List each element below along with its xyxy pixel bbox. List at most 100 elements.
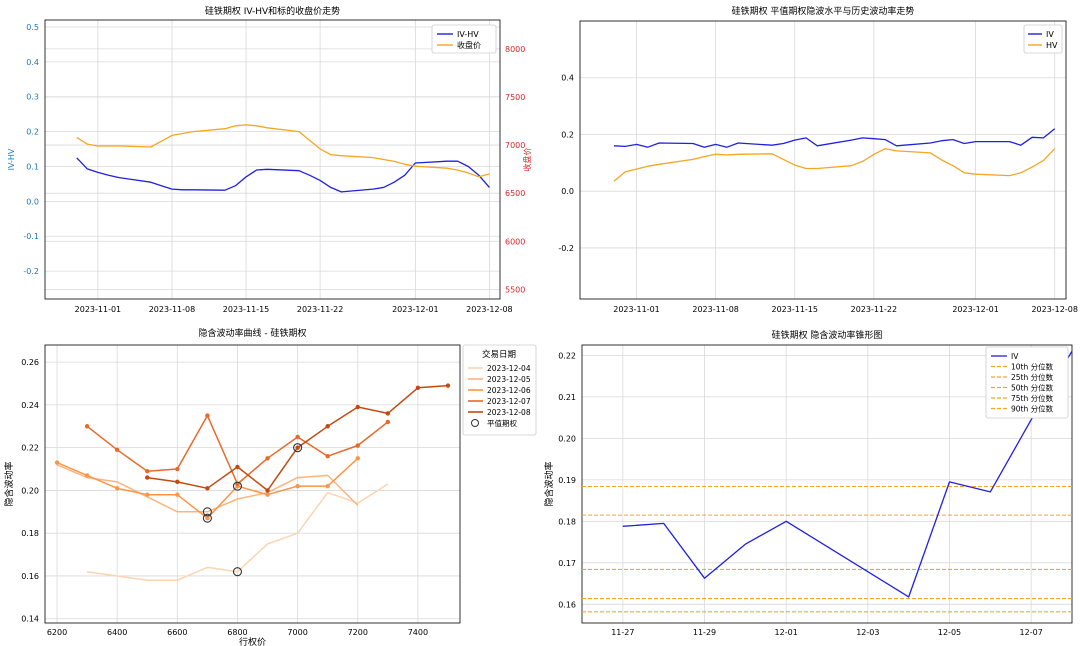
legend-label: 2023-12-05: [487, 375, 531, 384]
series-line: [622, 350, 1073, 598]
data-point: [445, 383, 451, 388]
legend-label: IV: [1046, 30, 1054, 39]
atm-marker: [202, 513, 212, 523]
x-tick-label: 6600: [167, 628, 187, 637]
chart-iv-cone: 0.16 0.17 0.18 0.19 0.20 0.21 0.22 11-27 11-29 12…: [543, 329, 1073, 637]
data-point: [265, 492, 270, 497]
y-tick-label: 0.18: [21, 529, 39, 538]
x-tick-label: 12-01: [775, 628, 798, 637]
x-tick-label: 2023-12-01: [392, 305, 439, 314]
data-point: [325, 483, 330, 489]
atm-marker: [232, 481, 243, 491]
data-point: [205, 486, 210, 491]
y-tick-label: -0.2: [23, 267, 39, 276]
series-line: [76, 124, 490, 178]
legend-label: 2023-12-07: [487, 397, 531, 406]
chart-title: 硅铁期权 平值期权隐波水平与历史波动率走势: [732, 5, 915, 17]
data-point: [325, 424, 330, 429]
x-tick-label: 12-07: [1020, 628, 1043, 637]
legend-label: 收盘价: [457, 40, 481, 50]
y-axis-label: 隐含波动率: [3, 461, 15, 506]
y-tick-label: 0.17: [558, 559, 576, 568]
legend-label: 50th 分位数: [1011, 383, 1054, 393]
y-tick-label: 0.22: [21, 444, 39, 453]
x-tick-label: 6400: [107, 628, 127, 637]
x-tick-label: 7000: [287, 628, 307, 637]
chart-iv-smile: 0.14 0.16 0.18 0.20 0.22 0.24 0.26 6200 6400 6600…: [3, 327, 537, 646]
chart-title: 硅铁期权 隐含波动率锥形图: [772, 329, 883, 341]
legend-atm-marker: [471, 419, 479, 427]
y-tick-label: 0.24: [21, 401, 39, 410]
x-tick-label: 2023-11-08: [149, 305, 196, 314]
x-tick-label: 2023-11-22: [297, 305, 344, 314]
y2-axis-label: 收盘价: [522, 148, 532, 172]
chart-ivhv-close: -0.2 -0.1 0.0 0.1 0.2 0.3 0.4 0.5 5500 6000 6500 70…: [7, 5, 532, 314]
data-point: [175, 479, 180, 485]
y-tick-label: 0.16: [21, 572, 39, 581]
data-point: [84, 473, 90, 478]
x-tick-label: 2023-11-22: [851, 305, 898, 314]
x-tick-label: 7200: [348, 628, 368, 637]
chart-atm-iv-hv: -0.2 0.0 0.2 0.4 2023-11-01 2023-11-08 2023-11…: [558, 5, 1078, 314]
data-point: [145, 492, 150, 497]
y-tick-label: 0.4: [561, 74, 574, 83]
plot-frame: [44, 344, 461, 624]
atm-marker: [293, 443, 303, 453]
x-axis-label: 行权价: [239, 636, 266, 646]
y2-tick-label: 6500: [505, 189, 525, 198]
data-point: [295, 483, 300, 489]
legend-label: 10th 分位数: [1011, 362, 1054, 372]
y2-tick-label: 7000: [505, 141, 525, 150]
atm-marker: [232, 567, 243, 577]
legend-label: 2023-12-04: [487, 364, 531, 373]
data-point: [54, 460, 60, 465]
x-tick-label: 7400: [408, 628, 428, 637]
legend-label: 2023-12-06: [487, 386, 531, 395]
x-tick-label: 2023-12-01: [952, 305, 999, 314]
x-tick-label: 2023-12-08: [466, 305, 513, 314]
data-point: [265, 488, 270, 493]
x-tick-label: 2023-11-15: [771, 305, 818, 314]
plot-frame: [579, 20, 1067, 300]
y-tick-label: 0.21: [558, 393, 576, 402]
data-point: [295, 434, 300, 440]
legend-label: 平值期权: [487, 418, 517, 428]
legend-label: IV: [1011, 352, 1019, 361]
y-tick-label: 0.14: [21, 615, 39, 624]
x-tick-label: 2023-11-15: [223, 305, 270, 314]
x-tick-label: 11-29: [693, 628, 716, 637]
y-tick-label: 0.3: [26, 93, 39, 102]
data-point: [145, 468, 150, 474]
data-point: [235, 464, 240, 470]
data-point: [385, 411, 391, 416]
y-tick-label: 0.20: [558, 434, 576, 443]
y-tick-label: -0.1: [23, 232, 39, 241]
data-point: [295, 445, 300, 450]
data-point: [205, 413, 210, 418]
y-axis-label: 隐含波动率: [543, 461, 555, 506]
data-point: [235, 481, 240, 487]
legend-box: [431, 24, 497, 54]
series-line: [613, 148, 1056, 182]
y2-tick-label: 5500: [505, 285, 525, 294]
x-tick-label: 2023-11-01: [613, 305, 660, 314]
x-tick-label: 11-27: [611, 628, 634, 637]
x-tick-label: 6200: [47, 628, 67, 637]
data-point: [325, 454, 330, 459]
y-tick-label: 0.5: [26, 23, 39, 32]
y-tick-label: 0.22: [558, 351, 576, 360]
data-point: [355, 456, 360, 461]
data-point: [175, 466, 180, 472]
y2-tick-label: 6000: [505, 237, 525, 246]
y-tick-label: 0.26: [21, 358, 39, 367]
data-point: [355, 404, 360, 410]
y-tick-label: 0.2: [26, 128, 39, 137]
legend-title: 交易日期: [482, 349, 516, 360]
y-tick-label: 0.0: [561, 187, 574, 196]
data-point: [145, 475, 150, 480]
legend-box: [985, 346, 1069, 419]
chart-title: 隐含波动率曲线 - 硅铁期权: [199, 327, 307, 339]
data-point: [415, 385, 421, 390]
y-tick-label: 0.18: [558, 517, 576, 526]
